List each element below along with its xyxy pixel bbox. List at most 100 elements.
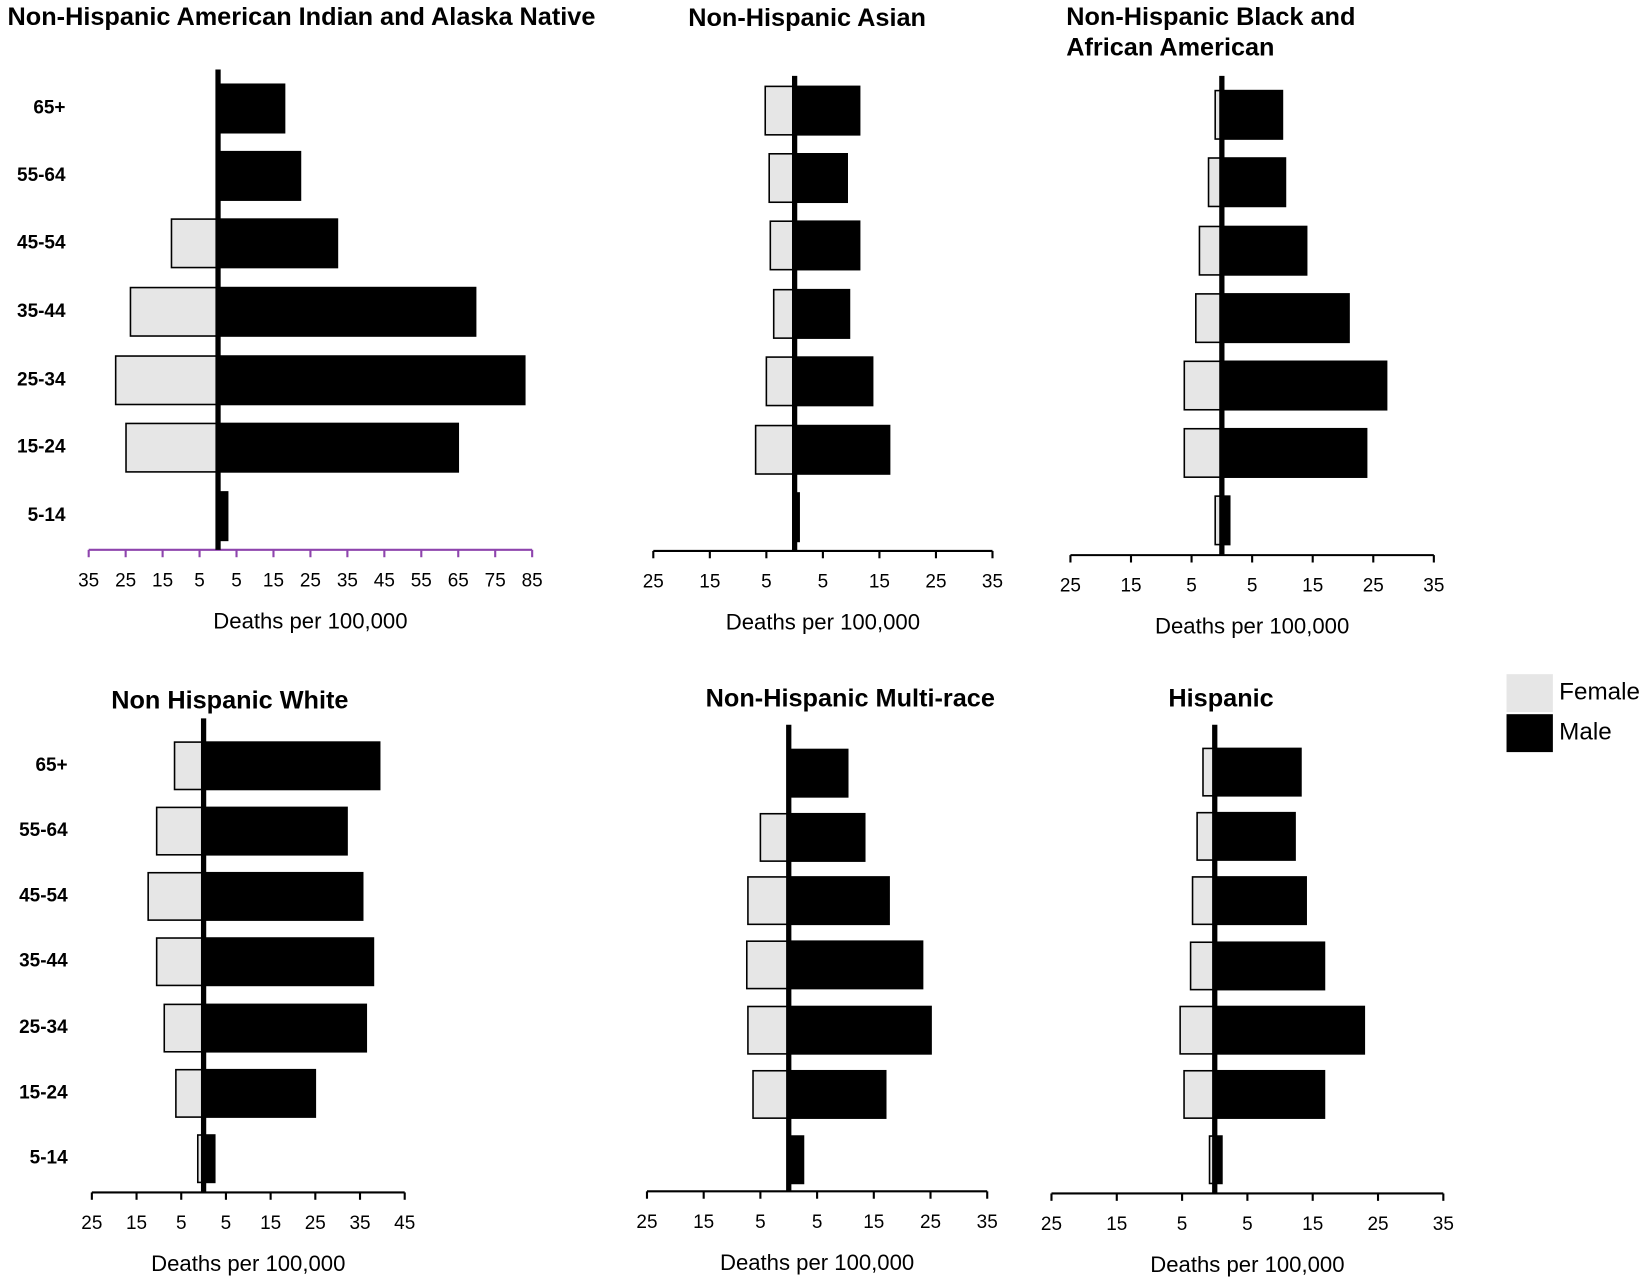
female-bar [1196,811,1216,861]
male-bar [1221,89,1284,140]
male-bar [793,85,861,136]
category-label: 55-64 [19,820,68,841]
female-bar [1179,1005,1216,1055]
category-label: 35-44 [19,951,68,972]
category-label: 15-24 [19,1082,68,1103]
female-bar [163,1003,205,1053]
chart-title: Non-Hispanic Multi-race [706,684,995,712]
male-bar [1213,1005,1366,1055]
female-bar [147,871,205,921]
chart-title: Non-Hispanic American Indian and Alaska … [8,3,596,31]
x-tick-label: 5 [818,572,829,593]
chart-title: Hispanic [1168,684,1273,712]
male-bar [202,806,348,856]
x-tick-label: 15 [863,1212,884,1233]
male-bar [1213,747,1302,797]
x-tick-label: 25 [920,1212,941,1233]
x-tick-label: 25 [1060,576,1081,597]
x-tick-label: 5 [176,1213,187,1234]
category-label: 65+ [33,98,65,119]
female-bar [1198,225,1223,276]
female-bar [747,1005,790,1055]
male-bar [787,1069,887,1119]
x-tick-label: 15 [699,572,720,593]
male-bar [787,876,890,926]
male-bar [793,424,891,475]
category-label: 25-34 [17,369,66,390]
x-tick-label: 5 [1186,576,1197,597]
x-tick-label: 55 [411,570,432,591]
x-tick-label: 75 [485,570,506,591]
x-tick-label: 5 [755,1212,766,1233]
male-bar [793,356,874,407]
x-tick-label: 15 [693,1212,714,1233]
x-tick-label: 25 [300,570,321,591]
x-tick-label: 5 [761,572,772,593]
x-tick-label: 5 [221,1213,232,1234]
male-bar [787,812,866,862]
x-tick-label: 25 [81,1213,102,1234]
chart-title: Non-Hispanic Asian [688,4,926,32]
female-bar [745,940,790,990]
male-bar [1213,876,1307,926]
category-label: 5-14 [30,1148,68,1169]
x-tick-label: 35 [337,570,358,591]
male-bar [202,741,381,791]
female-bar [155,937,205,987]
male-bar [793,288,851,339]
female-bar [125,422,219,473]
male-bar [217,286,477,337]
female-bar [772,288,796,339]
female-bar [769,220,796,271]
male-bar [1213,811,1296,861]
female-bar [1183,427,1223,478]
category-label: 25-34 [19,1017,68,1038]
chart-title: Non-Hispanic Black and African American [1066,3,1355,62]
category-label: 65+ [35,755,67,776]
legend-label: Male [1559,719,1612,746]
male-bar [217,150,302,201]
female-bar [1189,941,1216,991]
female-bar [1183,360,1223,411]
female-bar [765,356,796,407]
x-tick-label: 25 [115,570,136,591]
female-bar [747,876,790,926]
x-tick-label: 45 [394,1213,415,1234]
female-bar [1191,876,1216,926]
x-tick-label: 15 [1302,576,1323,597]
x-tick-label: 15 [869,572,890,593]
male-bar [202,1068,317,1118]
category-label: 5-14 [28,505,66,526]
male-bar [1221,293,1350,344]
x-tick-label: 25 [1041,1214,1062,1235]
female-bar [764,85,796,136]
male-bar [202,1003,368,1053]
male-bar [793,220,861,271]
x-tick-label: 15 [1106,1214,1127,1235]
female-bar [129,286,219,337]
female-bar [173,741,205,791]
x-tick-label: 25 [1363,576,1384,597]
legend-swatch [1506,714,1553,753]
x-tick-label: 35 [982,572,1003,593]
female-bar [754,424,796,475]
x-tick-label: 15 [152,570,173,591]
female-bar [759,812,790,862]
male-bar [793,153,848,204]
x-tick-label: 35 [1433,1214,1454,1235]
x-tick-label: 35 [349,1213,370,1234]
x-tick-label: 45 [374,570,395,591]
x-tick-label: 15 [260,1213,281,1234]
male-bar [202,871,364,921]
x-axis-label: Deaths per 100,000 [213,608,407,633]
x-tick-label: 5 [1177,1214,1188,1235]
male-bar [202,937,375,987]
x-axis-label: Deaths per 100,000 [151,1251,345,1276]
x-tick-label: 35 [78,570,99,591]
x-tick-label: 5 [1247,576,1258,597]
chart-title: Non Hispanic White [111,686,348,714]
female-bar [114,355,219,406]
female-bar [155,806,205,856]
male-bar [787,1005,932,1055]
